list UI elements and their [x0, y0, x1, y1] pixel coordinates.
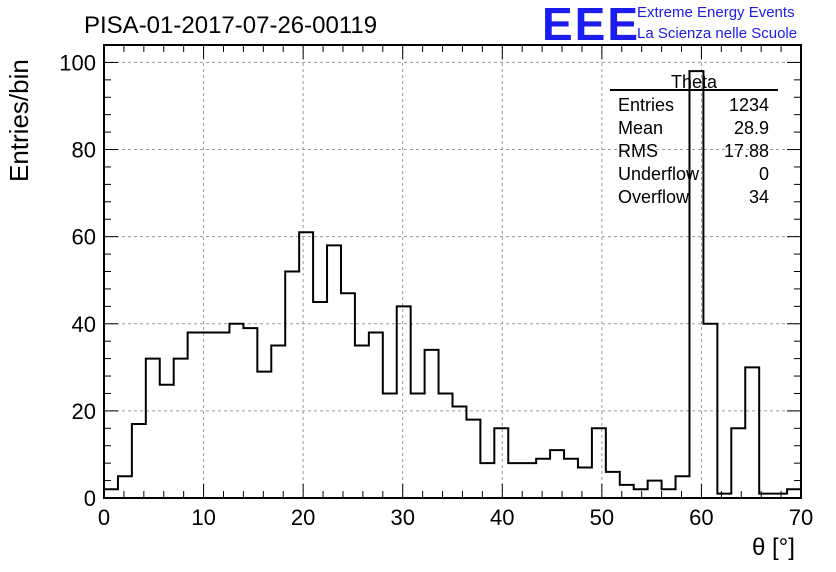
histogram-bin [257, 372, 271, 498]
histogram-bars [103, 70, 801, 499]
histogram-bin [327, 245, 341, 498]
histogram-bin [285, 272, 299, 499]
x-tick-label: 10 [191, 505, 215, 530]
histogram-bin [676, 476, 690, 498]
histogram-bin [606, 472, 620, 498]
y-tick-label: 60 [72, 225, 96, 250]
stats-rms-value: 17.88 [724, 141, 769, 161]
stats-title: Theta [671, 72, 718, 92]
histogram-bin [216, 332, 230, 498]
histogram-bin [522, 463, 536, 498]
y-tick-label: 100 [59, 50, 96, 75]
histogram-bin [271, 346, 285, 498]
histogram-bin [355, 346, 369, 498]
histogram-bin [104, 489, 118, 498]
histogram-bin [703, 324, 717, 498]
logo-line-2: La Scienza nelle Scuole [637, 25, 798, 42]
histogram-bin [439, 393, 453, 498]
histogram-bin [341, 293, 355, 498]
histogram-bin [146, 359, 160, 498]
stats-entries-value: 1234 [729, 95, 769, 115]
histogram-bin [787, 489, 801, 498]
histogram-bin [299, 232, 313, 498]
y-tick-label: 0 [84, 486, 96, 511]
histogram-bin [550, 450, 564, 498]
histogram-bin [466, 420, 480, 498]
stats-rms-label: RMS [618, 141, 658, 161]
stats-underflow-value: 0 [759, 164, 769, 184]
stats-box: Theta Entries 1234 Mean 28.9 RMS 17.88 U… [610, 72, 778, 207]
histogram-bin [662, 489, 676, 498]
histogram-bin [132, 424, 146, 498]
histogram-bin [425, 350, 439, 498]
histogram-bin [313, 302, 327, 498]
histogram-bin [689, 71, 703, 498]
histogram-bin [648, 481, 662, 498]
histogram-bin [508, 463, 522, 498]
histogram-bin [494, 428, 508, 498]
stats-entries-label: Entries [618, 95, 674, 115]
histogram-bin [118, 476, 132, 498]
histogram-bin [202, 332, 216, 498]
x-tick-label: 0 [98, 505, 110, 530]
histogram-bin [174, 359, 188, 498]
histogram-bin [564, 459, 578, 498]
histogram-bin [411, 393, 425, 498]
stats-underflow-label: Underflow [618, 164, 700, 184]
grid-lines [104, 45, 801, 498]
histogram-bin [731, 428, 745, 498]
histogram-bin [578, 468, 592, 498]
x-tick-label: 60 [689, 505, 713, 530]
x-tick-label: 40 [490, 505, 514, 530]
histogram-bin [453, 407, 467, 498]
x-tick-label: 50 [590, 505, 614, 530]
eee-logo: EEE [542, 0, 641, 50]
axes: 0 10 20 30 40 50 60 70 0 20 40 60 80 100 [59, 44, 813, 530]
histogram-bin [592, 428, 606, 498]
y-tick-label: 40 [72, 312, 96, 337]
histogram-bin [160, 385, 174, 498]
x-tick-label: 30 [390, 505, 414, 530]
histogram-bin [243, 328, 257, 498]
x-axis-label: θ [°] [752, 534, 795, 561]
histogram-bin [397, 306, 411, 498]
chart-title: PISA-01-2017-07-26-00119 [84, 12, 378, 39]
histogram-outline [103, 70, 801, 498]
stats-overflow-label: Overflow [618, 187, 690, 207]
histogram-bin [634, 489, 648, 498]
histogram-bin [536, 459, 550, 498]
stats-overflow-value: 34 [749, 187, 769, 207]
logo-line-1: Extreme Energy Events [637, 4, 795, 21]
histogram-bin [369, 332, 383, 498]
y-tick-label: 20 [72, 399, 96, 424]
histogram-bin [229, 324, 243, 498]
histogram-bin [383, 393, 397, 498]
histogram-bin [188, 332, 202, 498]
stats-mean-value: 28.9 [734, 118, 769, 138]
histogram-bin [745, 367, 759, 498]
x-tick-label: 70 [789, 505, 813, 530]
x-tick-label: 20 [291, 505, 315, 530]
y-tick-label: 80 [72, 138, 96, 163]
stats-mean-label: Mean [618, 118, 663, 138]
